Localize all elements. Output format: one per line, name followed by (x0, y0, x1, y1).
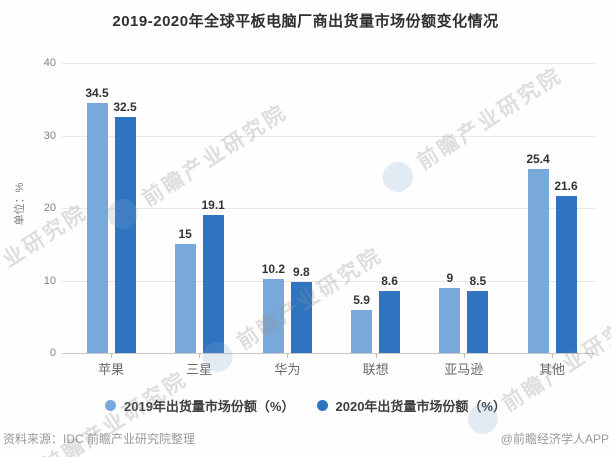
legend-item-2020: 2020年出货量市场份额（%） (316, 396, 506, 415)
bar-value-label: 34.5 (85, 85, 109, 100)
credit-note: @前瞻经济学人APP (500, 432, 609, 446)
y-tick-label: 30 (43, 129, 56, 142)
gridline (62, 280, 595, 282)
legend-marker-circle (105, 400, 117, 411)
y-tick-label: 10 (43, 274, 56, 287)
bar-value-label: 10.2 (261, 262, 286, 277)
legend-marker-circle (316, 400, 328, 411)
plot-area: 34.5 15 10.2 5.9 9 25.4 32.5 19.1 9.8 8.6 8.5 21.6 (62, 63, 595, 354)
x-tick (199, 354, 201, 358)
x-tick (287, 354, 289, 358)
x-category-label: 亚马逊 (444, 362, 484, 377)
bar-2020-2 (290, 281, 312, 353)
x-category-label: 联想 (362, 362, 389, 377)
legend: 2019年出货量市场份额（%） 2020年出货量市场份额（%） (0, 396, 611, 415)
bar-2019-3 (351, 310, 373, 353)
bar-2019-0 (86, 102, 108, 353)
bar-value-label: 5.9 (353, 293, 370, 308)
bar-value-label: 8.5 (469, 274, 487, 289)
bar-value-label: 21.6 (554, 179, 578, 194)
y-tick-label: 20 (43, 202, 56, 214)
bar-2020-0 (114, 117, 136, 353)
x-category-label: 三星 (186, 362, 213, 377)
bar-2020-1 (202, 214, 224, 353)
bar-value-label: 32.5 (113, 100, 137, 115)
chart-title: 2019-2020年全球平板电脑厂商出货量市场份额变化情况 (112, 13, 499, 30)
bar-2019-5 (527, 168, 549, 353)
bar-2020-3 (379, 290, 401, 353)
bar-2019-4 (439, 287, 461, 353)
bar-2019-2 (262, 279, 284, 353)
x-category-label: 苹果 (97, 362, 124, 377)
gridline (62, 208, 595, 209)
x-tick (552, 354, 553, 358)
x-category-label: 华为 (274, 362, 301, 377)
x-tick (375, 354, 377, 358)
x-category-label: 其他 (538, 362, 565, 377)
gridline (62, 63, 595, 64)
bar-value-label: 9.8 (293, 264, 310, 279)
bar-value-label: 15 (178, 227, 192, 242)
bar-2019-1 (174, 244, 196, 353)
gridline (62, 135, 595, 137)
legend-item-2019: 2019年出货量市场份额（%） (105, 396, 295, 415)
bar-2020-4 (467, 291, 489, 353)
x-tick (463, 354, 465, 358)
bar-value-label: 8.6 (381, 273, 398, 288)
y-tick-label: 40 (43, 57, 56, 69)
legend-label: 2019年出货量市场份额（%） (124, 399, 295, 414)
footer: 资料来源：IDC 前瞻产业研究院整理 @前瞻经济学人APP (3, 430, 609, 447)
legend-label: 2020年出货量市场份额（%） (335, 399, 506, 414)
bar-value-label: 25.4 (526, 151, 550, 166)
bar-value-label: 9 (446, 270, 454, 285)
y-tick-label: 0 (49, 347, 56, 359)
bar-2020-5 (555, 196, 577, 353)
bar-value-label: 19.1 (201, 197, 225, 212)
source-note: 资料来源：IDC 前瞻产业研究院整理 (3, 432, 196, 446)
x-tick (111, 354, 112, 358)
